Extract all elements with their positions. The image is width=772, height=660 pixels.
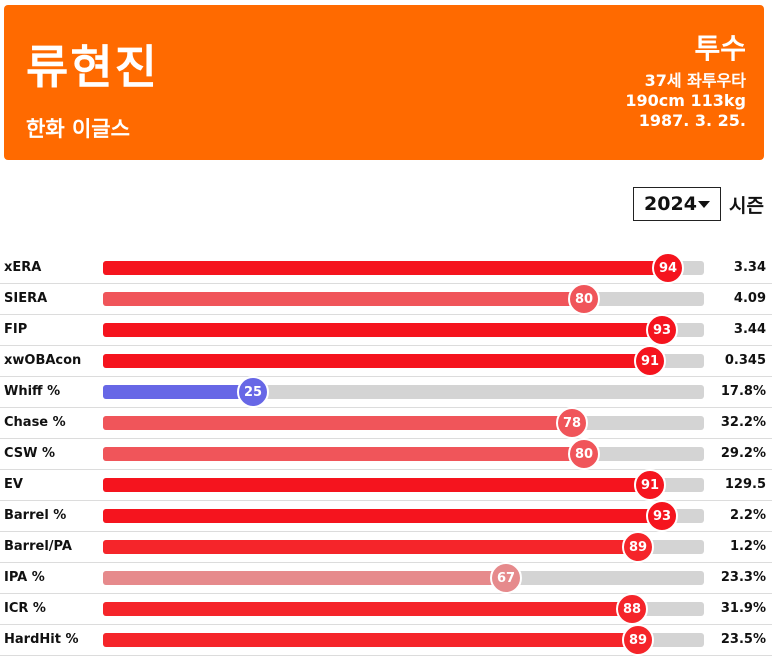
percentile-badge: 89	[622, 624, 654, 656]
stat-label: SIERA	[4, 291, 48, 306]
caret-down-icon	[698, 200, 711, 208]
season-label: 시즌	[729, 194, 764, 217]
stat-row: xERA 94 3.34	[0, 252, 772, 284]
percentile-track: 80	[103, 283, 704, 315]
player-info: 37세 좌투우타 190cm 113kg 1987. 3. 25.	[625, 71, 746, 131]
percentile-fill	[103, 571, 506, 585]
percentile-track: 88	[103, 593, 704, 625]
stat-label: Whiff %	[4, 384, 61, 399]
stat-label: CSW %	[4, 446, 56, 461]
stat-row: EV 91 129.5	[0, 469, 772, 501]
percentile-track: 67	[103, 562, 704, 594]
stat-value: 2.2%	[729, 508, 766, 523]
percentile-fill	[103, 509, 662, 523]
percentile-badge: 94	[652, 252, 684, 284]
season-selector-row: 2024 시즌	[633, 187, 764, 221]
percentile-badge: 88	[616, 593, 648, 625]
percentile-fill	[103, 633, 638, 647]
percentile-fill	[103, 354, 650, 368]
stat-row: IPA % 67 23.3%	[0, 562, 772, 594]
percentile-track: 25	[103, 376, 704, 408]
player-birth: 1987. 3. 25.	[638, 111, 746, 130]
player-position: 투수	[694, 32, 746, 65]
stat-row: Barrel % 93 2.2%	[0, 500, 772, 532]
percentile-fill	[103, 385, 253, 399]
stat-row: Whiff % 25 17.8%	[0, 376, 772, 408]
stat-value: 3.44	[733, 322, 766, 337]
percentile-fill	[103, 540, 638, 554]
percentile-badge: 89	[622, 531, 654, 563]
stat-value: 4.09	[733, 291, 766, 306]
percentile-track: 91	[103, 345, 704, 377]
percentile-track: 93	[103, 314, 704, 346]
stat-value: 1.2%	[729, 539, 766, 554]
percentile-badge: 78	[556, 407, 588, 439]
stat-row: SIERA 80 4.09	[0, 283, 772, 315]
percentile-track: 80	[103, 438, 704, 470]
percentile-fill	[103, 323, 662, 337]
player-name: 류현진	[26, 40, 159, 94]
percentile-badge: 80	[568, 283, 600, 315]
stat-value: 23.5%	[720, 632, 766, 647]
percentile-track: 78	[103, 407, 704, 439]
stat-label: FIP	[4, 322, 28, 337]
percentile-badge: 93	[646, 500, 678, 532]
percentile-fill	[103, 478, 650, 492]
percentile-badge: 80	[568, 438, 600, 470]
stat-value: 17.8%	[720, 384, 766, 399]
stat-label: EV	[4, 477, 23, 492]
stat-value: 29.2%	[720, 446, 766, 461]
percentile-track: 91	[103, 469, 704, 501]
player-header: 류현진 한화 이글스 투수 37세 좌투우타 190cm 113kg 1987.…	[4, 5, 764, 160]
stat-label: HardHit %	[4, 632, 79, 647]
stat-label: IPA %	[4, 570, 45, 585]
stat-value: 32.2%	[720, 415, 766, 430]
percentile-fill	[103, 261, 668, 275]
season-selected-value: 2024	[644, 193, 697, 215]
stat-row: FIP 93 3.44	[0, 314, 772, 346]
stat-row: ICR % 88 31.9%	[0, 593, 772, 625]
stat-label: xERA	[4, 260, 42, 275]
stat-label: Barrel/PA	[4, 539, 72, 554]
stat-row: xwOBAcon 91 0.345	[0, 345, 772, 377]
stat-label: ICR %	[4, 601, 46, 616]
stat-label: Chase %	[4, 415, 66, 430]
stat-value: 129.5	[724, 477, 766, 492]
percentile-badge: 91	[634, 469, 666, 501]
player-body: 190cm 113kg	[625, 91, 746, 110]
season-dropdown[interactable]: 2024	[633, 187, 722, 221]
percentile-fill	[103, 416, 572, 430]
percentile-badge: 93	[646, 314, 678, 346]
player-team: 한화 이글스	[26, 117, 130, 141]
percentile-badge: 91	[634, 345, 666, 377]
stat-value: 31.9%	[720, 601, 766, 616]
stat-row: HardHit % 89 23.5%	[0, 624, 772, 656]
percentile-fill	[103, 447, 584, 461]
percentile-track: 89	[103, 531, 704, 563]
percentile-track: 93	[103, 500, 704, 532]
stat-label: xwOBAcon	[4, 353, 82, 368]
percentile-track: 89	[103, 624, 704, 656]
percentile-badge: 25	[237, 376, 269, 408]
percentile-fill	[103, 292, 584, 306]
percentile-badge: 67	[490, 562, 522, 594]
percentile-fill	[103, 602, 632, 616]
player-age-hand: 37세 좌투우타	[644, 71, 746, 90]
stat-label: Barrel %	[4, 508, 67, 523]
stat-value: 23.3%	[720, 570, 766, 585]
stat-row: Chase % 78 32.2%	[0, 407, 772, 439]
stat-row: CSW % 80 29.2%	[0, 438, 772, 470]
stat-row: Barrel/PA 89 1.2%	[0, 531, 772, 563]
percentile-track: 94	[103, 252, 704, 284]
stat-value: 0.345	[724, 353, 766, 368]
stat-list: xERA 94 3.34 SIERA 80 4.09 FIP 93 3.44 xwOBAcon 91…	[0, 252, 772, 656]
stat-value: 3.34	[733, 260, 766, 275]
